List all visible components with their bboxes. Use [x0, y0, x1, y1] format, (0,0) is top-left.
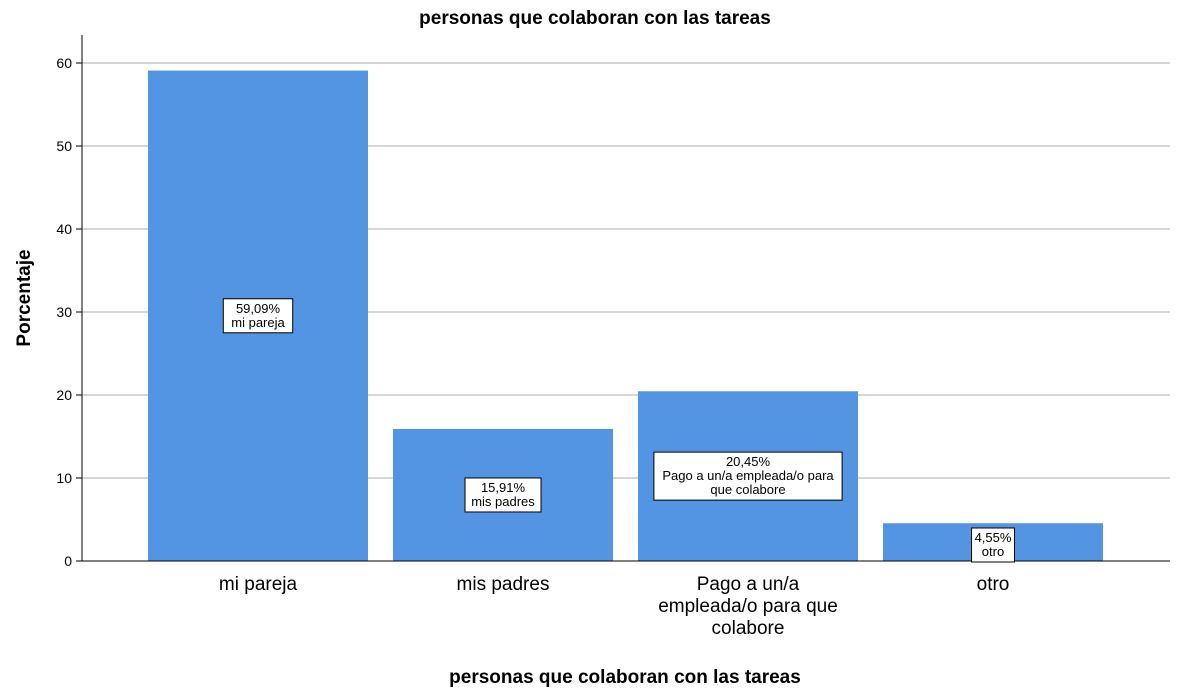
- x-axis-label: personas que colaboran con las tareas: [449, 667, 801, 688]
- y-axis-label: Porcentaje: [14, 249, 35, 346]
- x-tick-label: mi pareja: [219, 574, 298, 595]
- y-tick-label: 0: [64, 553, 72, 569]
- data-label-box: [222, 298, 294, 334]
- data-labels: 59,09% mi pareja 15,91% mis padres 20,45% Pag…: [222, 298, 1015, 563]
- data-label-box: [464, 477, 542, 513]
- y-tick-label: 30: [56, 304, 72, 320]
- x-categories: mi pareja mis padres Pago a un/a empleada/o…: [219, 574, 1009, 639]
- data-label: 20,45% Pago a un/a empleada/o para que col…: [662, 454, 834, 497]
- data-label-box: [653, 451, 843, 501]
- x-tick-label: Pago a un/a empleada/o para que colabore: [658, 574, 838, 639]
- y-tick-label: 50: [56, 138, 72, 154]
- data-label-box: [971, 527, 1015, 563]
- data-label: 59,09% mi pareja: [231, 301, 285, 330]
- chart-title: personas que colaboran con las tareas: [419, 8, 771, 29]
- y-tick-label: 20: [56, 387, 72, 403]
- y-tick-label: 10: [56, 470, 72, 486]
- y-ticks: 0 10 20 30 40 50 60: [56, 55, 82, 569]
- y-tick-label: 40: [56, 221, 72, 237]
- y-tick-label: 60: [56, 55, 72, 71]
- data-label: 15,91% mis padres: [471, 480, 535, 509]
- data-label: 4,55% otro: [975, 530, 1012, 559]
- x-tick-label: mis padres: [457, 574, 550, 595]
- x-tick-label: otro: [977, 574, 1010, 595]
